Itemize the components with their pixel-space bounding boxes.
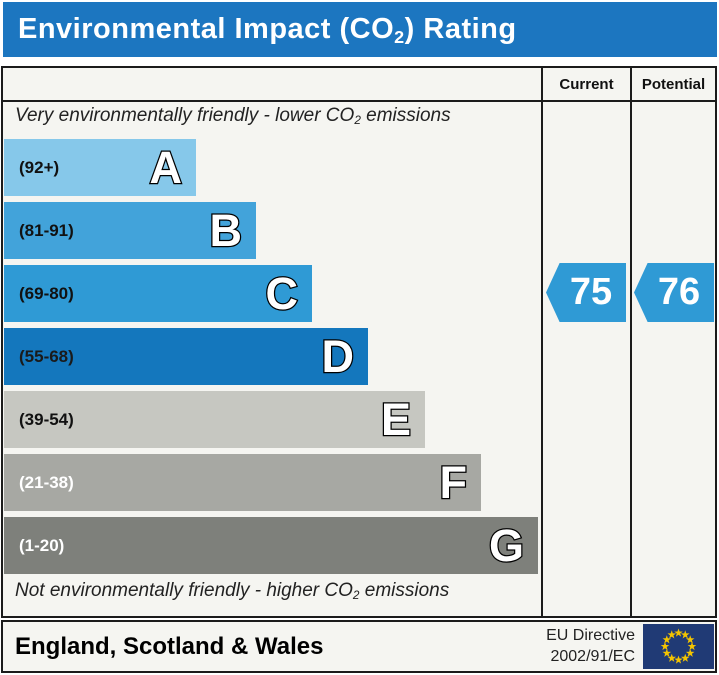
band-range-label: (21-38) [19, 472, 74, 492]
band-letter: D [320, 331, 355, 382]
region-label: England, Scotland & Wales [15, 632, 324, 660]
band-letter: G [488, 520, 526, 571]
potential-rating-marker: 76 [634, 263, 714, 322]
potential-column-header: Potential [641, 75, 706, 93]
bottom-caption: Not environmentally friendly - higher CO… [15, 580, 450, 603]
band-letter: F [438, 457, 468, 508]
band-row-D: (55-68) D [4, 328, 368, 385]
current-column-header: Current [559, 75, 614, 93]
footer-bar: England, Scotland & Wales EU Directive 2… [1, 620, 717, 673]
band-row-E: (39-54) E [4, 391, 425, 448]
band-letter: A [148, 142, 183, 193]
rating-table: Current Potential Very environmentally f… [1, 66, 717, 618]
band-row-F: (21-38) F [4, 454, 481, 511]
band-row-A: (92+) A [4, 139, 196, 196]
eu-directive-label: EU Directive 2002/91/EC [546, 626, 635, 668]
chart-title-bar: Environmental Impact (CO2) Rating [3, 2, 717, 57]
top-caption: Very environmentally friendly - lower CO… [15, 105, 451, 128]
band-row-G: (1-20) G [4, 517, 538, 574]
band-range-label: (39-54) [19, 409, 74, 429]
current-column-divider [541, 68, 543, 616]
current-rating-value: 75 [569, 271, 613, 313]
band-range-label: (92+) [19, 157, 60, 177]
band-range-label: (81-91) [19, 220, 74, 240]
potential-column-divider [630, 68, 632, 616]
band-letter: C [264, 268, 299, 319]
band-range-label: (69-80) [19, 283, 74, 303]
eu-directive-line2: 2002/91/EC [550, 647, 635, 665]
eu-flag-icon [643, 624, 714, 669]
band-range-label: (1-20) [19, 535, 65, 555]
current-rating-marker: 75 [546, 263, 626, 322]
potential-rating-value: 76 [657, 271, 701, 313]
page-title: Environmental Impact (CO2) Rating [18, 13, 517, 48]
band-range-label: (55-68) [19, 346, 74, 366]
band-letter: E [380, 394, 413, 445]
header-row-divider [3, 100, 715, 102]
band-letter: B [208, 205, 243, 256]
eu-directive-line1: EU Directive [546, 627, 635, 644]
band-row-B: (81-91) B [4, 202, 256, 259]
band-row-C: (69-80) C [4, 265, 312, 322]
